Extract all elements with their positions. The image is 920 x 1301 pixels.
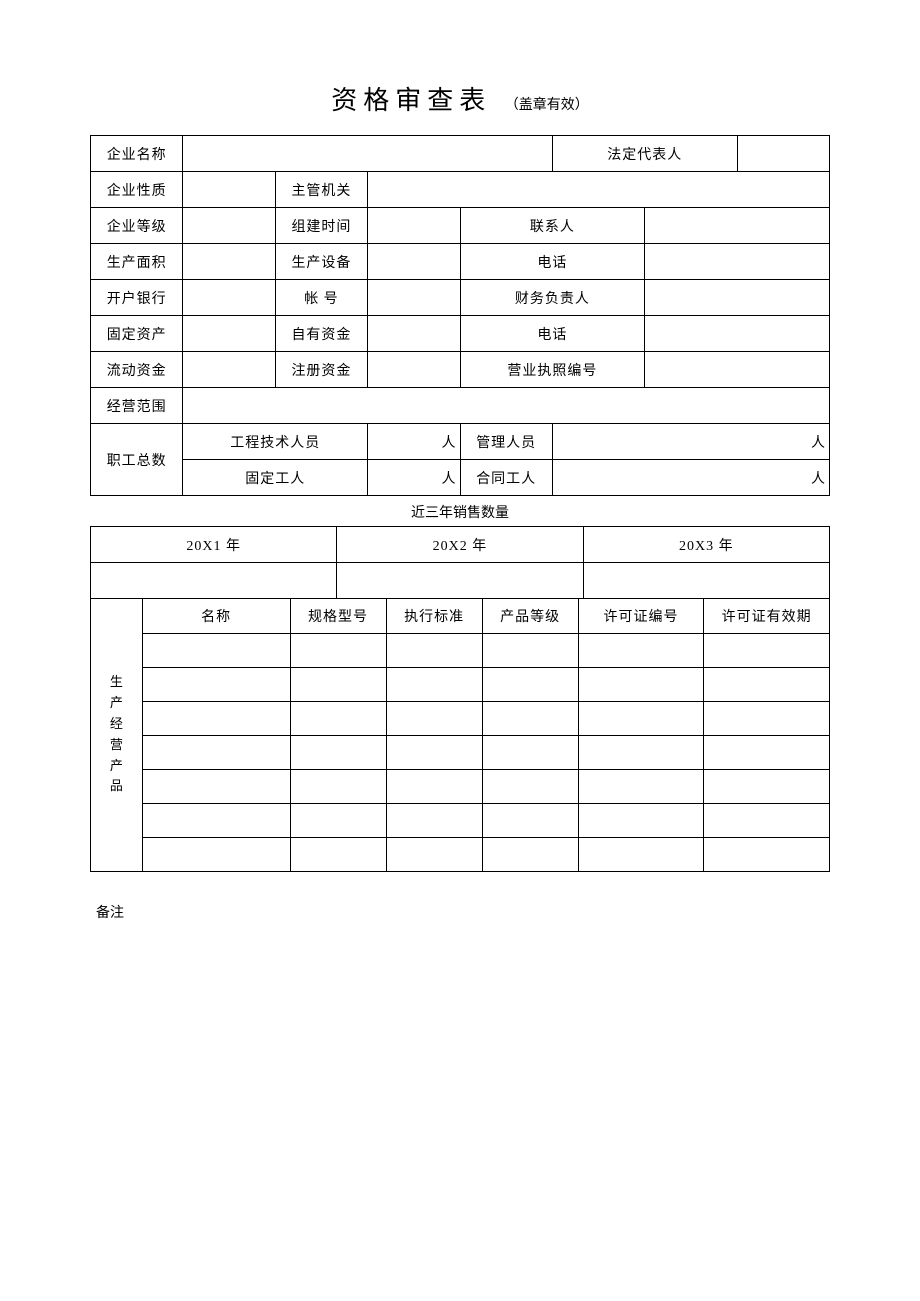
form-title-row: 资格审查表 （盖章有效） [90, 80, 830, 117]
field-reg-capital [368, 352, 460, 388]
field-account [368, 280, 460, 316]
field-fixed-assets [183, 316, 275, 352]
table-row [91, 667, 830, 701]
field-contract-workers: 人 [552, 460, 829, 496]
label-own-funds: 自有资金 [275, 316, 367, 352]
label-mgmt-staff: 管理人员 [460, 424, 552, 460]
table-row: 职工总数 工程技术人员 人 管理人员 人 [91, 424, 830, 460]
field-year1 [91, 563, 337, 599]
field-working-capital [183, 352, 275, 388]
table-row: 固定工人 人 合同工人 人 [91, 460, 830, 496]
label-supervisor: 主管机关 [275, 172, 367, 208]
form-subtitle: （盖章有效） [505, 98, 589, 113]
label-founded-date: 组建时间 [275, 208, 367, 244]
form-title: 资格审查表 [331, 86, 491, 115]
label-prod-area: 生产面积 [91, 244, 183, 280]
label-regular-workers: 固定工人 [183, 460, 368, 496]
main-info-table: 企业名称 法定代表人 企业性质 主管机关 企业等级 组建时间 联系人 生产面积 … [90, 135, 830, 496]
label-company-nature: 企业性质 [91, 172, 183, 208]
field-fin-head [645, 280, 830, 316]
field-phone2 [645, 316, 830, 352]
table-row [91, 563, 830, 599]
table-row: 20X1 年 20X2 年 20X3 年 [91, 527, 830, 563]
label-account: 帐 号 [275, 280, 367, 316]
unit-person: 人 [442, 436, 456, 451]
field-license-no [645, 352, 830, 388]
table-row: 生产面积 生产设备 电话 [91, 244, 830, 280]
table-row [91, 701, 830, 735]
remark-label: 备注 [90, 902, 830, 922]
field-biz-scope [183, 388, 830, 424]
label-company-name: 企业名称 [91, 136, 183, 172]
col-permit-valid: 许可证有效期 [704, 599, 830, 633]
field-company-nature [183, 172, 275, 208]
label-reg-capital: 注册资金 [275, 352, 367, 388]
label-contact: 联系人 [460, 208, 645, 244]
field-legal-rep [737, 136, 829, 172]
label-year2: 20X2 年 [337, 527, 583, 563]
field-own-funds [368, 316, 460, 352]
label-products-side: 生 产 经 营 产 品 [91, 599, 143, 871]
label-biz-scope: 经营范围 [91, 388, 183, 424]
label-phone2: 电话 [460, 316, 645, 352]
field-company-grade [183, 208, 275, 244]
label-phone: 电话 [460, 244, 645, 280]
table-row: 流动资金 注册资金 营业执照编号 [91, 352, 830, 388]
field-company-name [183, 136, 553, 172]
unit-person: 人 [442, 472, 456, 487]
field-founded-date [368, 208, 460, 244]
unit-person: 人 [811, 436, 825, 451]
label-working-capital: 流动资金 [91, 352, 183, 388]
label-company-grade: 企业等级 [91, 208, 183, 244]
label-tech-staff: 工程技术人员 [183, 424, 368, 460]
table-row [91, 769, 830, 803]
table-row: 生 产 经 营 产 品 名称 规格型号 执行标准 产品等级 许可证编号 许可证有… [91, 599, 830, 633]
field-supervisor [368, 172, 830, 208]
label-license-no: 营业执照编号 [460, 352, 645, 388]
field-regular-workers: 人 [368, 460, 460, 496]
unit-person: 人 [811, 472, 825, 487]
field-mgmt-staff: 人 [552, 424, 829, 460]
table-row [91, 633, 830, 667]
table-row: 固定资产 自有资金 电话 [91, 316, 830, 352]
label-year1: 20X1 年 [91, 527, 337, 563]
col-permit-no: 许可证编号 [578, 599, 704, 633]
table-row [91, 735, 830, 769]
table-row: 企业等级 组建时间 联系人 [91, 208, 830, 244]
col-grade: 产品等级 [482, 599, 578, 633]
products-table: 生 产 经 营 产 品 名称 规格型号 执行标准 产品等级 许可证编号 许可证有… [90, 599, 830, 872]
table-row [91, 837, 830, 871]
label-contract-workers: 合同工人 [460, 460, 552, 496]
field-prod-area [183, 244, 275, 280]
col-spec: 规格型号 [290, 599, 386, 633]
field-year2 [337, 563, 583, 599]
field-prod-equip [368, 244, 460, 280]
label-staff-total: 职工总数 [91, 424, 183, 496]
field-phone [645, 244, 830, 280]
table-row: 企业性质 主管机关 [91, 172, 830, 208]
table-row: 开户银行 帐 号 财务负责人 [91, 280, 830, 316]
field-contact [645, 208, 830, 244]
label-fixed-assets: 固定资产 [91, 316, 183, 352]
field-tech-staff: 人 [368, 424, 460, 460]
label-fin-head: 财务负责人 [460, 280, 645, 316]
sales-table: 20X1 年 20X2 年 20X3 年 [90, 526, 830, 599]
label-prod-equip: 生产设备 [275, 244, 367, 280]
table-row [91, 803, 830, 837]
table-row: 经营范围 [91, 388, 830, 424]
field-bank [183, 280, 275, 316]
col-std: 执行标准 [386, 599, 482, 633]
label-legal-rep: 法定代表人 [552, 136, 737, 172]
field-year3 [583, 563, 829, 599]
col-name: 名称 [142, 599, 290, 633]
table-row: 企业名称 法定代表人 [91, 136, 830, 172]
label-year3: 20X3 年 [583, 527, 829, 563]
label-bank: 开户银行 [91, 280, 183, 316]
sales-section-title: 近三年销售数量 [90, 502, 830, 522]
